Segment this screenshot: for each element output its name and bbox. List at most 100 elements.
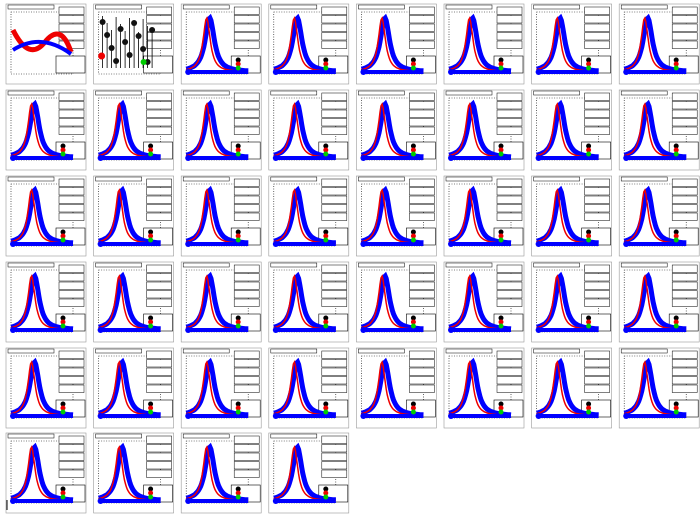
marker-red — [323, 61, 329, 67]
plot-panel — [180, 261, 262, 343]
marker-red — [235, 147, 241, 153]
plot-panel — [268, 89, 350, 171]
stats-box — [671, 32, 698, 41]
stats-box — [321, 118, 348, 127]
stats-box — [58, 273, 85, 282]
stats-box — [58, 264, 85, 273]
marker-red — [323, 405, 329, 411]
stats-box — [146, 452, 172, 461]
marker-black — [410, 401, 416, 407]
marker-red — [498, 233, 504, 239]
plot-panel — [443, 261, 525, 343]
stats-box — [58, 350, 85, 359]
title-box — [182, 433, 230, 439]
marker-blue — [185, 327, 192, 333]
stats-box — [233, 298, 260, 307]
marker-black — [323, 401, 329, 407]
blue-curve — [11, 39, 73, 56]
marker-blue — [360, 327, 367, 333]
stats-box — [146, 264, 172, 273]
stats-box — [321, 281, 348, 290]
stats-box — [146, 204, 172, 213]
stats-box — [496, 23, 523, 32]
stats-box — [58, 23, 85, 32]
stats-box — [409, 264, 435, 273]
stats-box — [671, 376, 698, 385]
marker-blue — [360, 69, 367, 75]
stats-box — [146, 15, 172, 24]
stats-box — [671, 6, 698, 15]
marker-red — [323, 147, 329, 153]
stats-box — [409, 6, 435, 15]
stats-box — [321, 435, 348, 444]
stats-box — [58, 212, 85, 221]
marker-red — [60, 147, 66, 153]
plot-panel — [268, 261, 350, 343]
stats-box — [146, 6, 172, 15]
marker-green — [148, 151, 154, 157]
marker-green — [148, 323, 154, 329]
marker-green — [323, 151, 329, 157]
stats-box — [58, 195, 85, 204]
marker-blue — [448, 241, 454, 247]
marker-black — [235, 486, 241, 492]
marker-green — [235, 409, 241, 415]
stats-box — [321, 350, 348, 359]
marker-blue — [97, 241, 104, 247]
marker-red — [235, 319, 241, 325]
stats-box — [671, 178, 698, 187]
marker-blue — [360, 413, 367, 419]
title-box — [95, 433, 142, 439]
title-box — [95, 4, 142, 10]
stats-box — [146, 350, 172, 359]
marker-black — [586, 57, 592, 63]
marker-red — [235, 233, 241, 239]
stats-box — [321, 452, 348, 461]
marker-green — [586, 237, 592, 243]
stats-box — [58, 298, 85, 307]
stats-box — [496, 6, 523, 15]
stats-box — [321, 6, 348, 15]
stats-box — [671, 187, 698, 196]
marker-red — [586, 233, 592, 239]
stats-box — [584, 359, 610, 368]
stats-box — [233, 264, 260, 273]
marker-red — [586, 405, 592, 411]
stats-box — [233, 273, 260, 282]
stats-box — [321, 15, 348, 24]
marker-black — [673, 315, 679, 321]
stats-box — [496, 359, 523, 368]
plot-panel — [443, 3, 525, 85]
title-box — [270, 262, 318, 268]
marker-blue — [185, 413, 192, 419]
stats-box — [584, 298, 610, 307]
marker-green — [60, 151, 66, 157]
plot-panel — [5, 347, 87, 429]
marker — [113, 58, 120, 64]
stats-box — [321, 290, 348, 299]
marker-red — [410, 319, 416, 325]
marker — [149, 27, 156, 33]
stats-box — [671, 15, 698, 24]
stats-box — [584, 101, 610, 110]
marker-green — [323, 494, 329, 500]
title-box — [7, 176, 55, 182]
marker-green — [586, 323, 592, 329]
title-box — [270, 4, 318, 10]
stats-box — [671, 281, 698, 290]
marker-blue — [272, 155, 279, 161]
stats-box — [671, 359, 698, 368]
marker-black — [148, 143, 154, 149]
stats-box — [233, 32, 260, 41]
stats-box — [321, 444, 348, 453]
stats-box — [233, 367, 260, 376]
title-box — [182, 90, 230, 96]
title-box — [358, 262, 405, 268]
marker — [126, 52, 133, 58]
marker-blue — [448, 155, 454, 161]
marker-green — [60, 494, 66, 500]
plot-panel — [443, 89, 525, 171]
stats-box — [146, 444, 172, 453]
marker-red — [235, 405, 241, 411]
